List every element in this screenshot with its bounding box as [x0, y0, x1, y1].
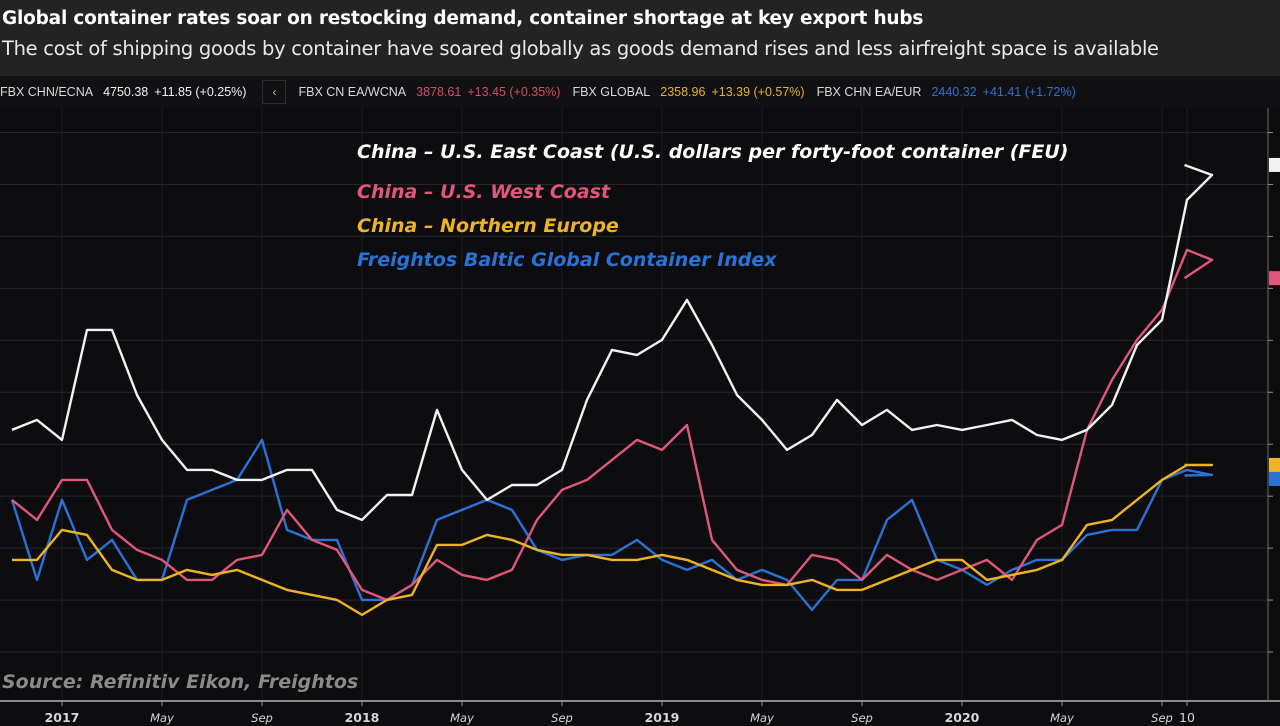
- last-value-marker: [1269, 471, 1280, 486]
- series-line: [10, 438, 1214, 612]
- legend-northern-europe: China – Northern Europe: [357, 215, 619, 237]
- page-title: Global container rates soar on restockin…: [2, 8, 924, 29]
- ticker-change: +11.85 (+0.25%): [154, 85, 247, 99]
- x-tick-label: 2020: [945, 710, 980, 725]
- ticker-value: 3878.61: [416, 85, 462, 99]
- ticker-value: 2440.32: [931, 85, 977, 99]
- chevron-left-icon[interactable]: ‹: [262, 80, 287, 104]
- x-tick-label: Sep: [251, 711, 273, 725]
- x-tick-label: 2017: [45, 710, 80, 725]
- source-note: Source: Refinitiv Eikon, Freightos: [2, 671, 358, 693]
- grid: [0, 108, 1268, 698]
- x-tick-label: Sep: [551, 711, 573, 725]
- x-tick-label: 10: [1179, 710, 1195, 725]
- series-lines: [10, 163, 1214, 617]
- ticker-change: +41.41 (+1.72%): [982, 85, 1076, 99]
- last-value-marker: [1269, 457, 1280, 472]
- ticker-change: +13.45 (+0.35%): [467, 85, 561, 99]
- ticker-name: FBX GLOBAL: [572, 85, 651, 99]
- header: Global container rates soar on restockin…: [0, 0, 1280, 76]
- line-chart: China – U.S. East Coast (U.S. dollars pe…: [0, 108, 1280, 725]
- ticker-name: FBX CHN EA/EUR: [816, 85, 922, 99]
- x-tick-label: May: [450, 711, 474, 725]
- legend-west-coast: China – U.S. West Coast: [357, 181, 611, 203]
- page-subtitle: The cost of shipping goods by container …: [2, 37, 1159, 60]
- ticker-name: FBX CN EA/WCNA: [298, 85, 407, 99]
- ticker-name: FBX CHN/ECNA: [0, 85, 94, 99]
- ticker-item[interactable]: FBX CHN/ECNA 4750.38 +11.85 (+0.25%): [0, 85, 258, 99]
- last-value-markers: [1269, 157, 1280, 486]
- ticker-bar: FBX CHN/ECNA 4750.38 +11.85 (+0.25%) ‹ F…: [0, 76, 1280, 108]
- ticker-value: 2358.96: [660, 85, 706, 99]
- legend: China – U.S. East Coast (U.S. dollars pe…: [357, 141, 1069, 271]
- x-tick-label: May: [750, 711, 774, 725]
- ticker-item[interactable]: FBX CN EA/WCNA 3878.61 +13.45 (+0.35%): [298, 85, 572, 99]
- axes: 2017 May Sep 2018 May Sep 2019 May Sep 2020 May Sep…: [0, 108, 1280, 725]
- chart-area: China – U.S. East Coast (U.S. dollars pe…: [0, 108, 1280, 726]
- ticker-item[interactable]: FBX CHN EA/EUR 2440.32 +41.41 (+1.72%): [817, 85, 1088, 99]
- x-tick-label: May: [150, 711, 174, 725]
- ticker-item[interactable]: FBX GLOBAL 2358.96 +13.39 (+0.57%): [572, 85, 816, 99]
- series-line: [11, 248, 1214, 602]
- x-tick-label: Sep: [851, 711, 873, 725]
- x-tick-label: Sep: [1151, 711, 1173, 725]
- last-value-marker: [1269, 157, 1280, 172]
- series-line: [12, 463, 1214, 617]
- series-line: [11, 163, 1214, 522]
- x-tick-label: May: [1050, 711, 1074, 725]
- legend-east-coast: China – U.S. East Coast (U.S. dollars pe…: [357, 141, 1069, 163]
- x-tick-label: 2019: [645, 710, 680, 725]
- x-tick-label: 2018: [345, 710, 380, 725]
- last-value-marker: [1269, 271, 1280, 286]
- legend-global-index: Freightos Baltic Global Container Index: [357, 249, 777, 271]
- ticker-value: 4750.38: [103, 85, 149, 99]
- ticker-change: +13.39 (+0.57%): [711, 85, 805, 99]
